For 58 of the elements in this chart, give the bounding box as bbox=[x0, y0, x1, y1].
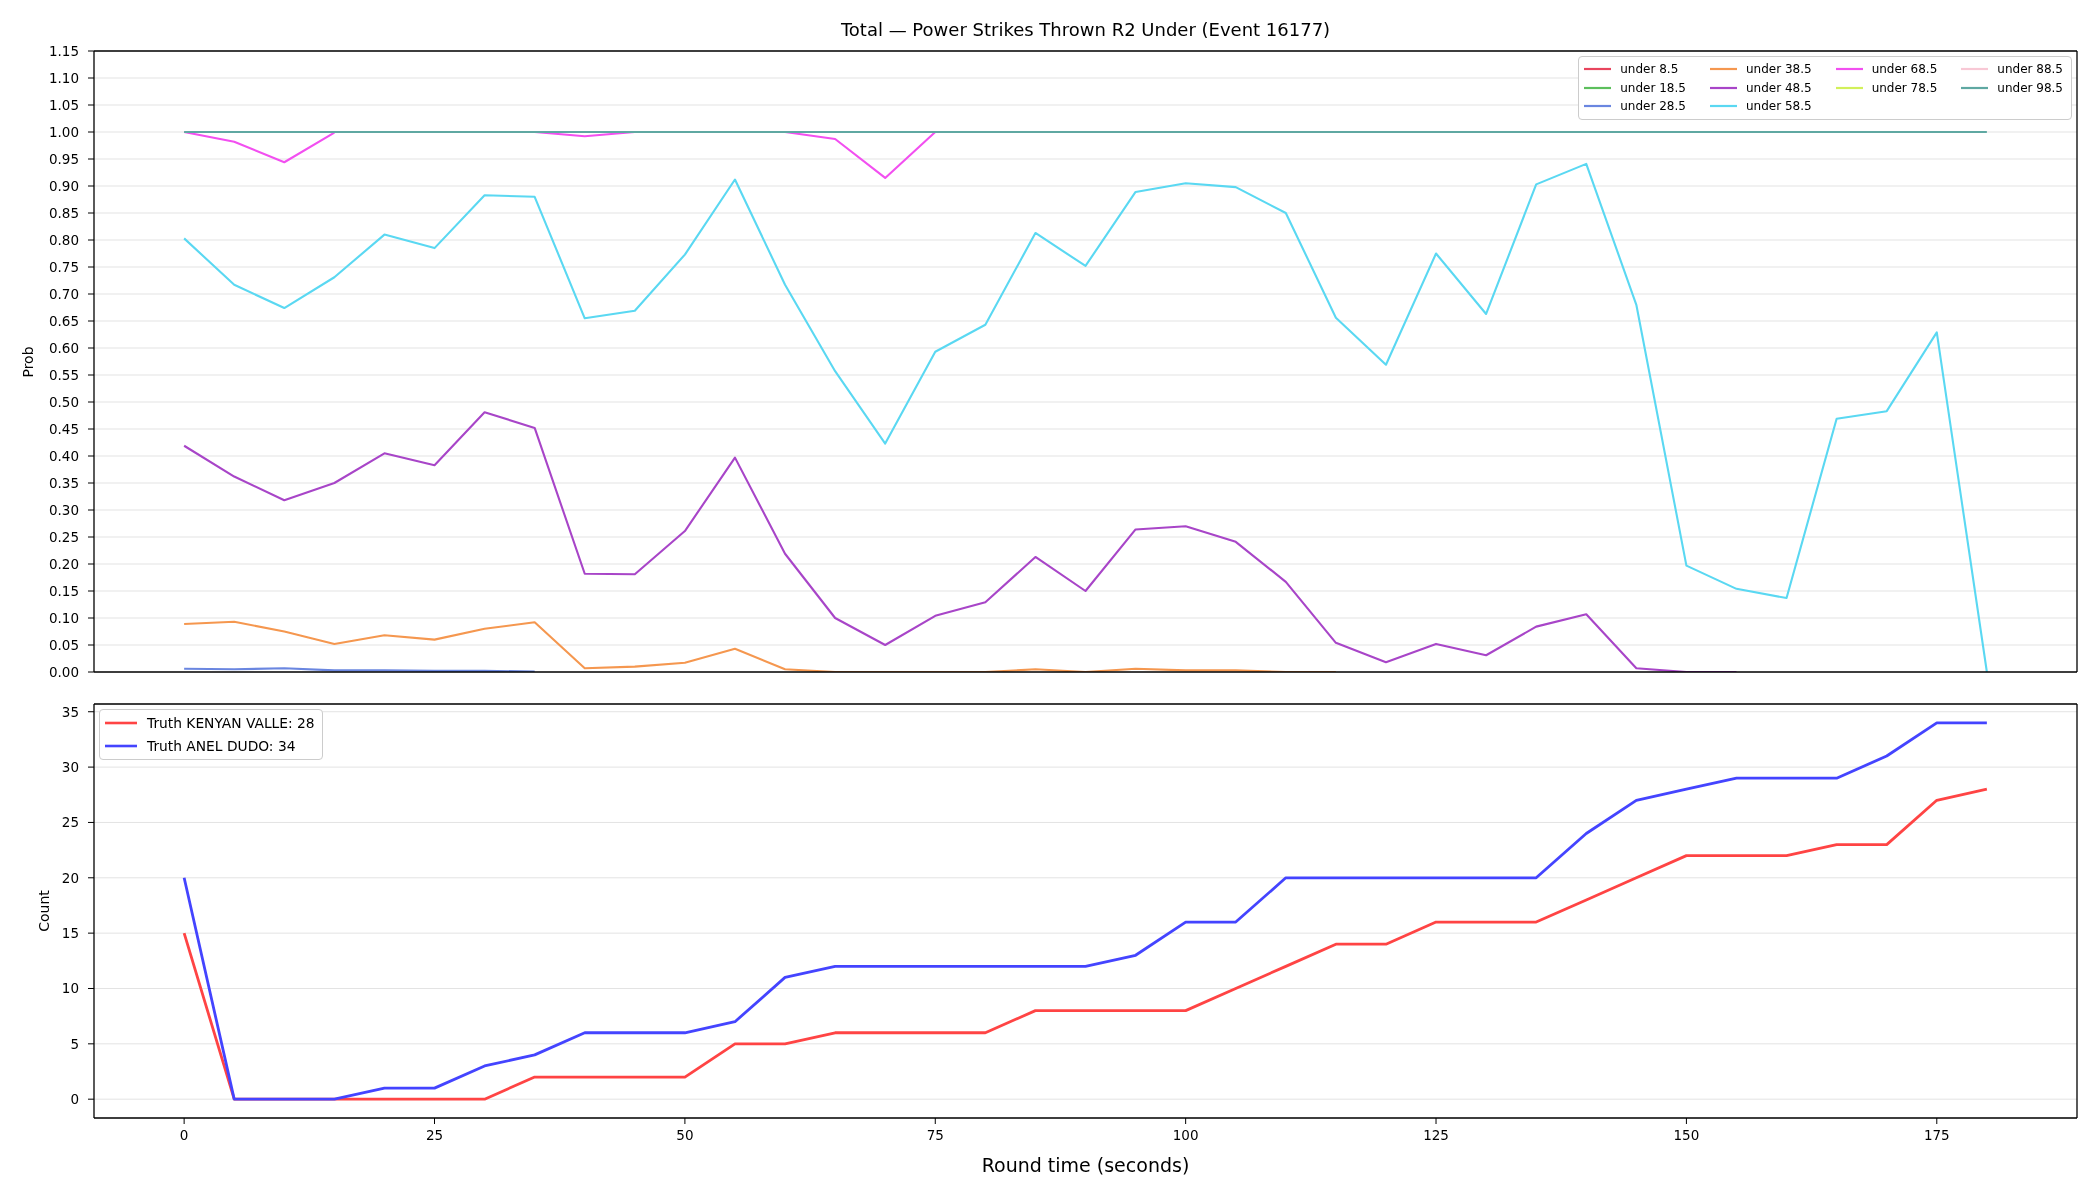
legend-label: under 68.5 bbox=[1871, 61, 1938, 78]
y-tick-label: 0.90 bbox=[48, 177, 79, 194]
x-tick-label: 100 bbox=[1172, 1126, 1199, 1143]
chart-title: Total — Power Strikes Thrown R2 Under (Event 16177) bbox=[839, 19, 1332, 40]
y-tick-label: 0.30 bbox=[48, 501, 79, 518]
x-tick-label: 150 bbox=[1673, 1126, 1700, 1143]
y-tick-label: 0.10 bbox=[48, 609, 79, 626]
x-axis-title: Round time (seconds) bbox=[980, 1154, 1191, 1176]
legend-label: under 58.5 bbox=[1745, 98, 1812, 115]
x-tick-label: 50 bbox=[676, 1126, 694, 1143]
legend-label: under 48.5 bbox=[1745, 79, 1812, 96]
y-tick-label: 0 bbox=[70, 1090, 79, 1107]
legend-label: under 38.5 bbox=[1745, 61, 1812, 78]
y-tick-label: 0.20 bbox=[48, 555, 79, 572]
y-tick-label: 35 bbox=[61, 703, 79, 720]
y-tick-label: 1.15 bbox=[48, 42, 79, 59]
legend-label: Truth KENYAN VALLE: 28 bbox=[147, 714, 315, 732]
y-tick-label: 0.95 bbox=[48, 150, 79, 167]
x-tick-label: 75 bbox=[926, 1126, 944, 1143]
x-tick-label: 0 bbox=[179, 1126, 189, 1143]
y-tick-label: 0.15 bbox=[48, 582, 79, 599]
y-tick-label: 1.05 bbox=[48, 96, 79, 113]
x-tick-label: 175 bbox=[1923, 1126, 1950, 1143]
legend-label: under 28.5 bbox=[1620, 98, 1686, 115]
y-tick-label: 0.65 bbox=[48, 312, 79, 329]
y-tick-label: 20 bbox=[61, 869, 79, 886]
x-tick-label: 125 bbox=[1423, 1126, 1449, 1143]
y-tick-label: 1.10 bbox=[48, 69, 79, 86]
y-axis-title: Prob bbox=[20, 345, 36, 378]
legend-label: Truth ANEL DUDO: 34 bbox=[147, 737, 296, 755]
y-tick-label: 0.75 bbox=[48, 258, 79, 275]
legend-label: under 18.5 bbox=[1620, 79, 1686, 96]
y-tick-label: 0.00 bbox=[48, 663, 79, 680]
y-tick-label: 1.00 bbox=[48, 123, 79, 140]
y-tick-label: 0.40 bbox=[48, 447, 79, 464]
legend-label: under 98.5 bbox=[1997, 79, 2063, 96]
line-series bbox=[183, 162, 1988, 672]
y-tick-label: 0.80 bbox=[48, 231, 79, 248]
legend-label: under 88.5 bbox=[1997, 61, 2063, 78]
legend-label: under 78.5 bbox=[1871, 79, 1938, 96]
legend-label: under 8.5 bbox=[1620, 61, 1679, 78]
x-tick-label: 25 bbox=[425, 1126, 444, 1143]
y-tick-label: 30 bbox=[61, 758, 79, 775]
y-tick-label: 25 bbox=[61, 814, 79, 831]
y-tick-label: 0.05 bbox=[48, 636, 79, 653]
y-tick-label: 0.45 bbox=[48, 420, 79, 437]
y-tick-label: 0.85 bbox=[48, 204, 79, 221]
y-tick-label: 0.55 bbox=[48, 366, 79, 383]
y-tick-label: 5 bbox=[70, 1035, 79, 1052]
y-tick-label: 0.35 bbox=[48, 474, 79, 491]
y-axis-title: Count bbox=[36, 890, 52, 932]
y-tick-label: 0.25 bbox=[48, 528, 79, 545]
y-tick-label: 0.70 bbox=[48, 285, 79, 302]
y-tick-label: 0.50 bbox=[48, 393, 79, 410]
y-tick-label: 0.60 bbox=[48, 339, 79, 356]
y-tick-label: 15 bbox=[61, 924, 79, 941]
y-tick-label: 10 bbox=[61, 980, 79, 997]
line-series bbox=[182, 787, 1989, 1101]
